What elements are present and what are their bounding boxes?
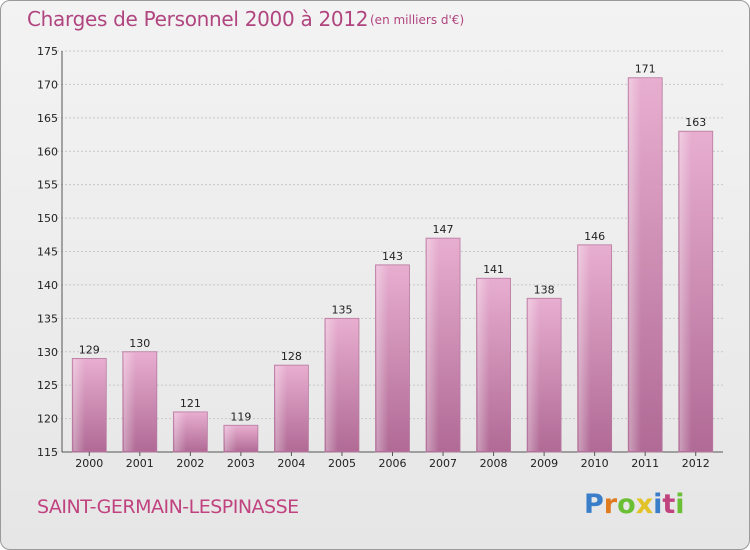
y-tick-label: 145 bbox=[37, 246, 58, 259]
x-tick-label: 2011 bbox=[631, 457, 659, 470]
y-tick-label: 175 bbox=[37, 45, 58, 58]
data-label: 128 bbox=[281, 350, 302, 363]
y-tick-label: 165 bbox=[37, 112, 58, 125]
x-tick-label: 2009 bbox=[530, 457, 558, 470]
x-tick-label: 2000 bbox=[75, 457, 103, 470]
data-label: 138 bbox=[534, 283, 555, 296]
y-tick-label: 115 bbox=[37, 446, 58, 459]
y-tick-label: 150 bbox=[37, 212, 58, 225]
logo-letter: i bbox=[675, 489, 685, 520]
data-label: 143 bbox=[382, 250, 403, 263]
chart-title: Charges de Personnel 2000 à 2012 bbox=[27, 7, 369, 31]
logo-letter: r bbox=[603, 489, 618, 520]
bar-highlight bbox=[427, 239, 439, 451]
data-label: 130 bbox=[129, 337, 150, 350]
bar-highlight bbox=[376, 265, 389, 451]
x-tick-label: 2003 bbox=[227, 457, 255, 470]
data-label: 135 bbox=[331, 303, 352, 316]
y-tick-label: 120 bbox=[37, 413, 58, 426]
data-label: 146 bbox=[584, 230, 605, 243]
data-label: 121 bbox=[180, 397, 201, 410]
logo-letter: t bbox=[662, 489, 676, 520]
bar-highlight bbox=[528, 299, 541, 451]
data-label: 141 bbox=[483, 263, 504, 276]
data-label: 129 bbox=[79, 343, 100, 356]
data-label: 119 bbox=[230, 410, 251, 423]
y-tick-label: 155 bbox=[37, 179, 58, 192]
x-tick-label: 2007 bbox=[429, 457, 457, 470]
logo-letter: x bbox=[635, 489, 654, 520]
bar-highlight bbox=[224, 426, 237, 451]
y-tick-label: 125 bbox=[37, 379, 58, 392]
proxiti-logo: Proxiti bbox=[584, 489, 685, 520]
bar-highlight bbox=[275, 366, 288, 451]
bar-highlight bbox=[477, 279, 490, 451]
y-tick-label: 135 bbox=[37, 312, 58, 325]
y-tick-label: 160 bbox=[37, 145, 58, 158]
data-label: 147 bbox=[433, 223, 454, 236]
x-tick-label: 2010 bbox=[581, 457, 609, 470]
x-tick-label: 2004 bbox=[277, 457, 305, 470]
x-tick-label: 2001 bbox=[126, 457, 154, 470]
bar-highlight bbox=[679, 132, 692, 451]
x-tick-label: 2006 bbox=[379, 457, 407, 470]
commune-name: SAINT-GERMAIN-LESPINASSE bbox=[37, 496, 299, 518]
bar-highlight bbox=[73, 359, 86, 451]
y-tick-label: 140 bbox=[37, 279, 58, 292]
bar-highlight bbox=[629, 78, 642, 451]
bar-highlight bbox=[325, 319, 338, 451]
bar-highlight bbox=[174, 412, 187, 451]
x-tick-label: 2005 bbox=[328, 457, 356, 470]
bar-highlight bbox=[578, 245, 591, 451]
data-label: 171 bbox=[635, 63, 656, 76]
logo-letter: o bbox=[617, 489, 636, 520]
chart-subtitle: (en milliers d'€) bbox=[370, 13, 465, 27]
data-label: 163 bbox=[685, 116, 706, 129]
x-tick-label: 2012 bbox=[682, 457, 710, 470]
logo-letter: i bbox=[653, 489, 663, 520]
logo-letter: P bbox=[584, 489, 604, 520]
bar-highlight bbox=[123, 352, 136, 451]
y-tick-label: 130 bbox=[37, 346, 58, 359]
y-tick-label: 170 bbox=[37, 78, 58, 91]
x-tick-label: 2002 bbox=[176, 457, 204, 470]
x-tick-label: 2008 bbox=[480, 457, 508, 470]
